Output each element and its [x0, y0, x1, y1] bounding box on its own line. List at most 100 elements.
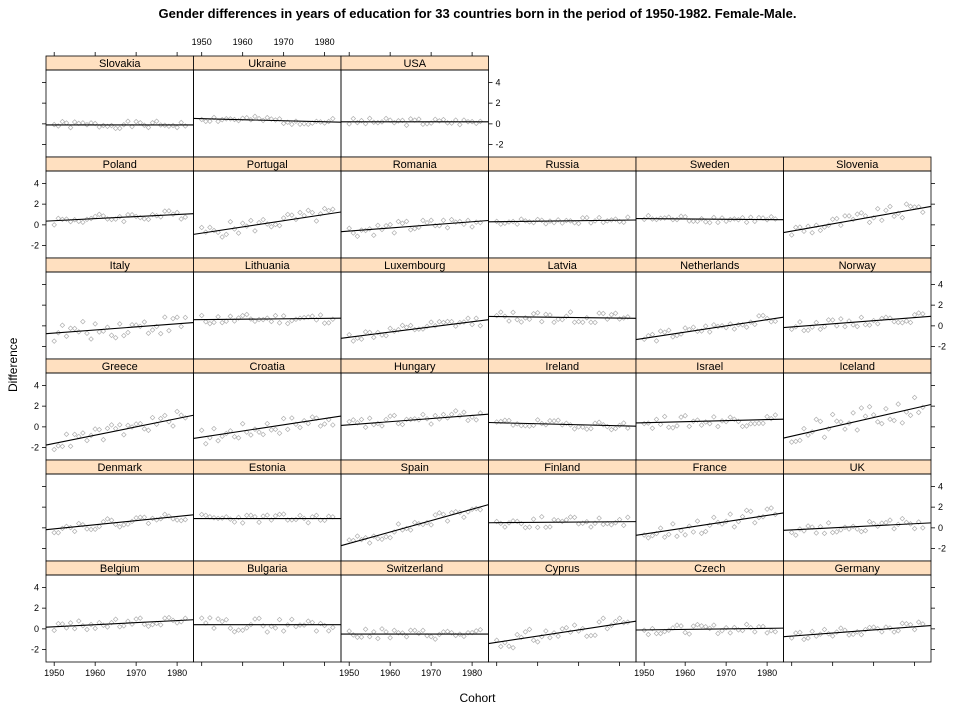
data-point — [76, 218, 82, 225]
data-point — [661, 329, 668, 336]
panel-label: USA — [403, 58, 426, 70]
data-point — [534, 524, 541, 531]
data-point — [96, 124, 103, 130]
data-point — [379, 119, 385, 125]
data-point — [289, 317, 295, 324]
data-point — [92, 526, 98, 533]
data-point — [244, 512, 250, 519]
data-point — [420, 217, 426, 224]
data-point — [596, 310, 602, 316]
data-point — [133, 213, 139, 220]
data-point — [375, 222, 381, 229]
x-tick-label: 1970 — [126, 668, 146, 678]
y-tick-label: 0 — [938, 523, 943, 533]
data-point — [596, 515, 602, 521]
data-point — [616, 615, 623, 622]
trend-line — [488, 521, 637, 524]
data-point — [539, 420, 545, 427]
data-point — [891, 318, 897, 325]
data-point — [768, 505, 774, 511]
data-point — [805, 432, 811, 438]
data-point — [145, 216, 152, 223]
data-point — [883, 519, 889, 526]
data-point — [88, 526, 94, 533]
data-point — [645, 631, 652, 638]
data-point — [522, 218, 529, 224]
y-tick-label: 4 — [938, 279, 943, 289]
data-point — [149, 327, 156, 333]
data-point — [588, 524, 594, 530]
data-point — [563, 517, 570, 523]
data-point — [411, 627, 418, 634]
data-point — [727, 414, 733, 421]
data-point — [55, 529, 62, 536]
data-point — [268, 427, 275, 433]
data-point — [354, 335, 361, 341]
data-point — [739, 627, 746, 634]
data-point — [330, 206, 336, 213]
data-point — [407, 322, 414, 329]
data-point — [178, 323, 184, 330]
data-point — [166, 614, 172, 621]
data-point — [612, 425, 619, 432]
data-point — [256, 519, 262, 525]
panel-frame — [193, 69, 342, 158]
data-point — [395, 521, 402, 527]
data-point — [84, 626, 90, 633]
trend-line — [193, 211, 342, 235]
x-tick-label: 1950 — [339, 668, 359, 678]
data-point — [321, 421, 328, 427]
panel-label: Czech — [694, 563, 725, 575]
data-point — [702, 323, 709, 329]
data-point — [325, 118, 332, 125]
data-point — [571, 319, 578, 325]
data-point — [198, 511, 205, 518]
data-point — [739, 423, 746, 430]
panel-frame — [488, 372, 637, 461]
data-point — [592, 420, 598, 427]
panel-label: Russia — [545, 159, 580, 171]
panel-label: Slovenia — [836, 159, 879, 171]
data-point — [227, 313, 234, 319]
data-point — [547, 418, 553, 424]
trend-line — [45, 619, 194, 628]
data-point — [317, 119, 324, 125]
data-point — [653, 216, 660, 223]
data-point — [620, 219, 627, 225]
data-point — [530, 516, 537, 522]
y-tick-label: 4 — [496, 77, 501, 87]
data-point — [145, 330, 152, 336]
data-point — [362, 329, 369, 335]
data-point — [92, 426, 98, 432]
data-point — [870, 520, 877, 527]
data-point — [596, 419, 602, 425]
data-point — [575, 318, 582, 325]
data-point — [711, 322, 717, 328]
data-point — [534, 639, 541, 645]
data-point — [887, 625, 893, 631]
data-point — [55, 443, 62, 449]
data-point — [555, 633, 561, 639]
data-point — [686, 423, 693, 430]
data-point — [133, 421, 139, 427]
data-point — [502, 313, 508, 320]
data-point — [399, 630, 406, 636]
data-point — [788, 529, 795, 536]
data-point — [125, 211, 131, 218]
data-point — [125, 521, 131, 527]
data-point — [346, 225, 352, 232]
data-point — [149, 621, 156, 628]
data-point — [379, 626, 385, 632]
data-point — [666, 214, 672, 220]
data-point — [129, 123, 135, 130]
data-point — [571, 514, 578, 521]
data-point — [178, 119, 184, 126]
data-point — [166, 208, 172, 214]
data-point — [514, 316, 520, 323]
data-point — [207, 320, 213, 327]
data-point — [604, 218, 611, 224]
data-point — [571, 220, 578, 226]
data-point — [600, 615, 606, 621]
data-point — [879, 420, 885, 427]
